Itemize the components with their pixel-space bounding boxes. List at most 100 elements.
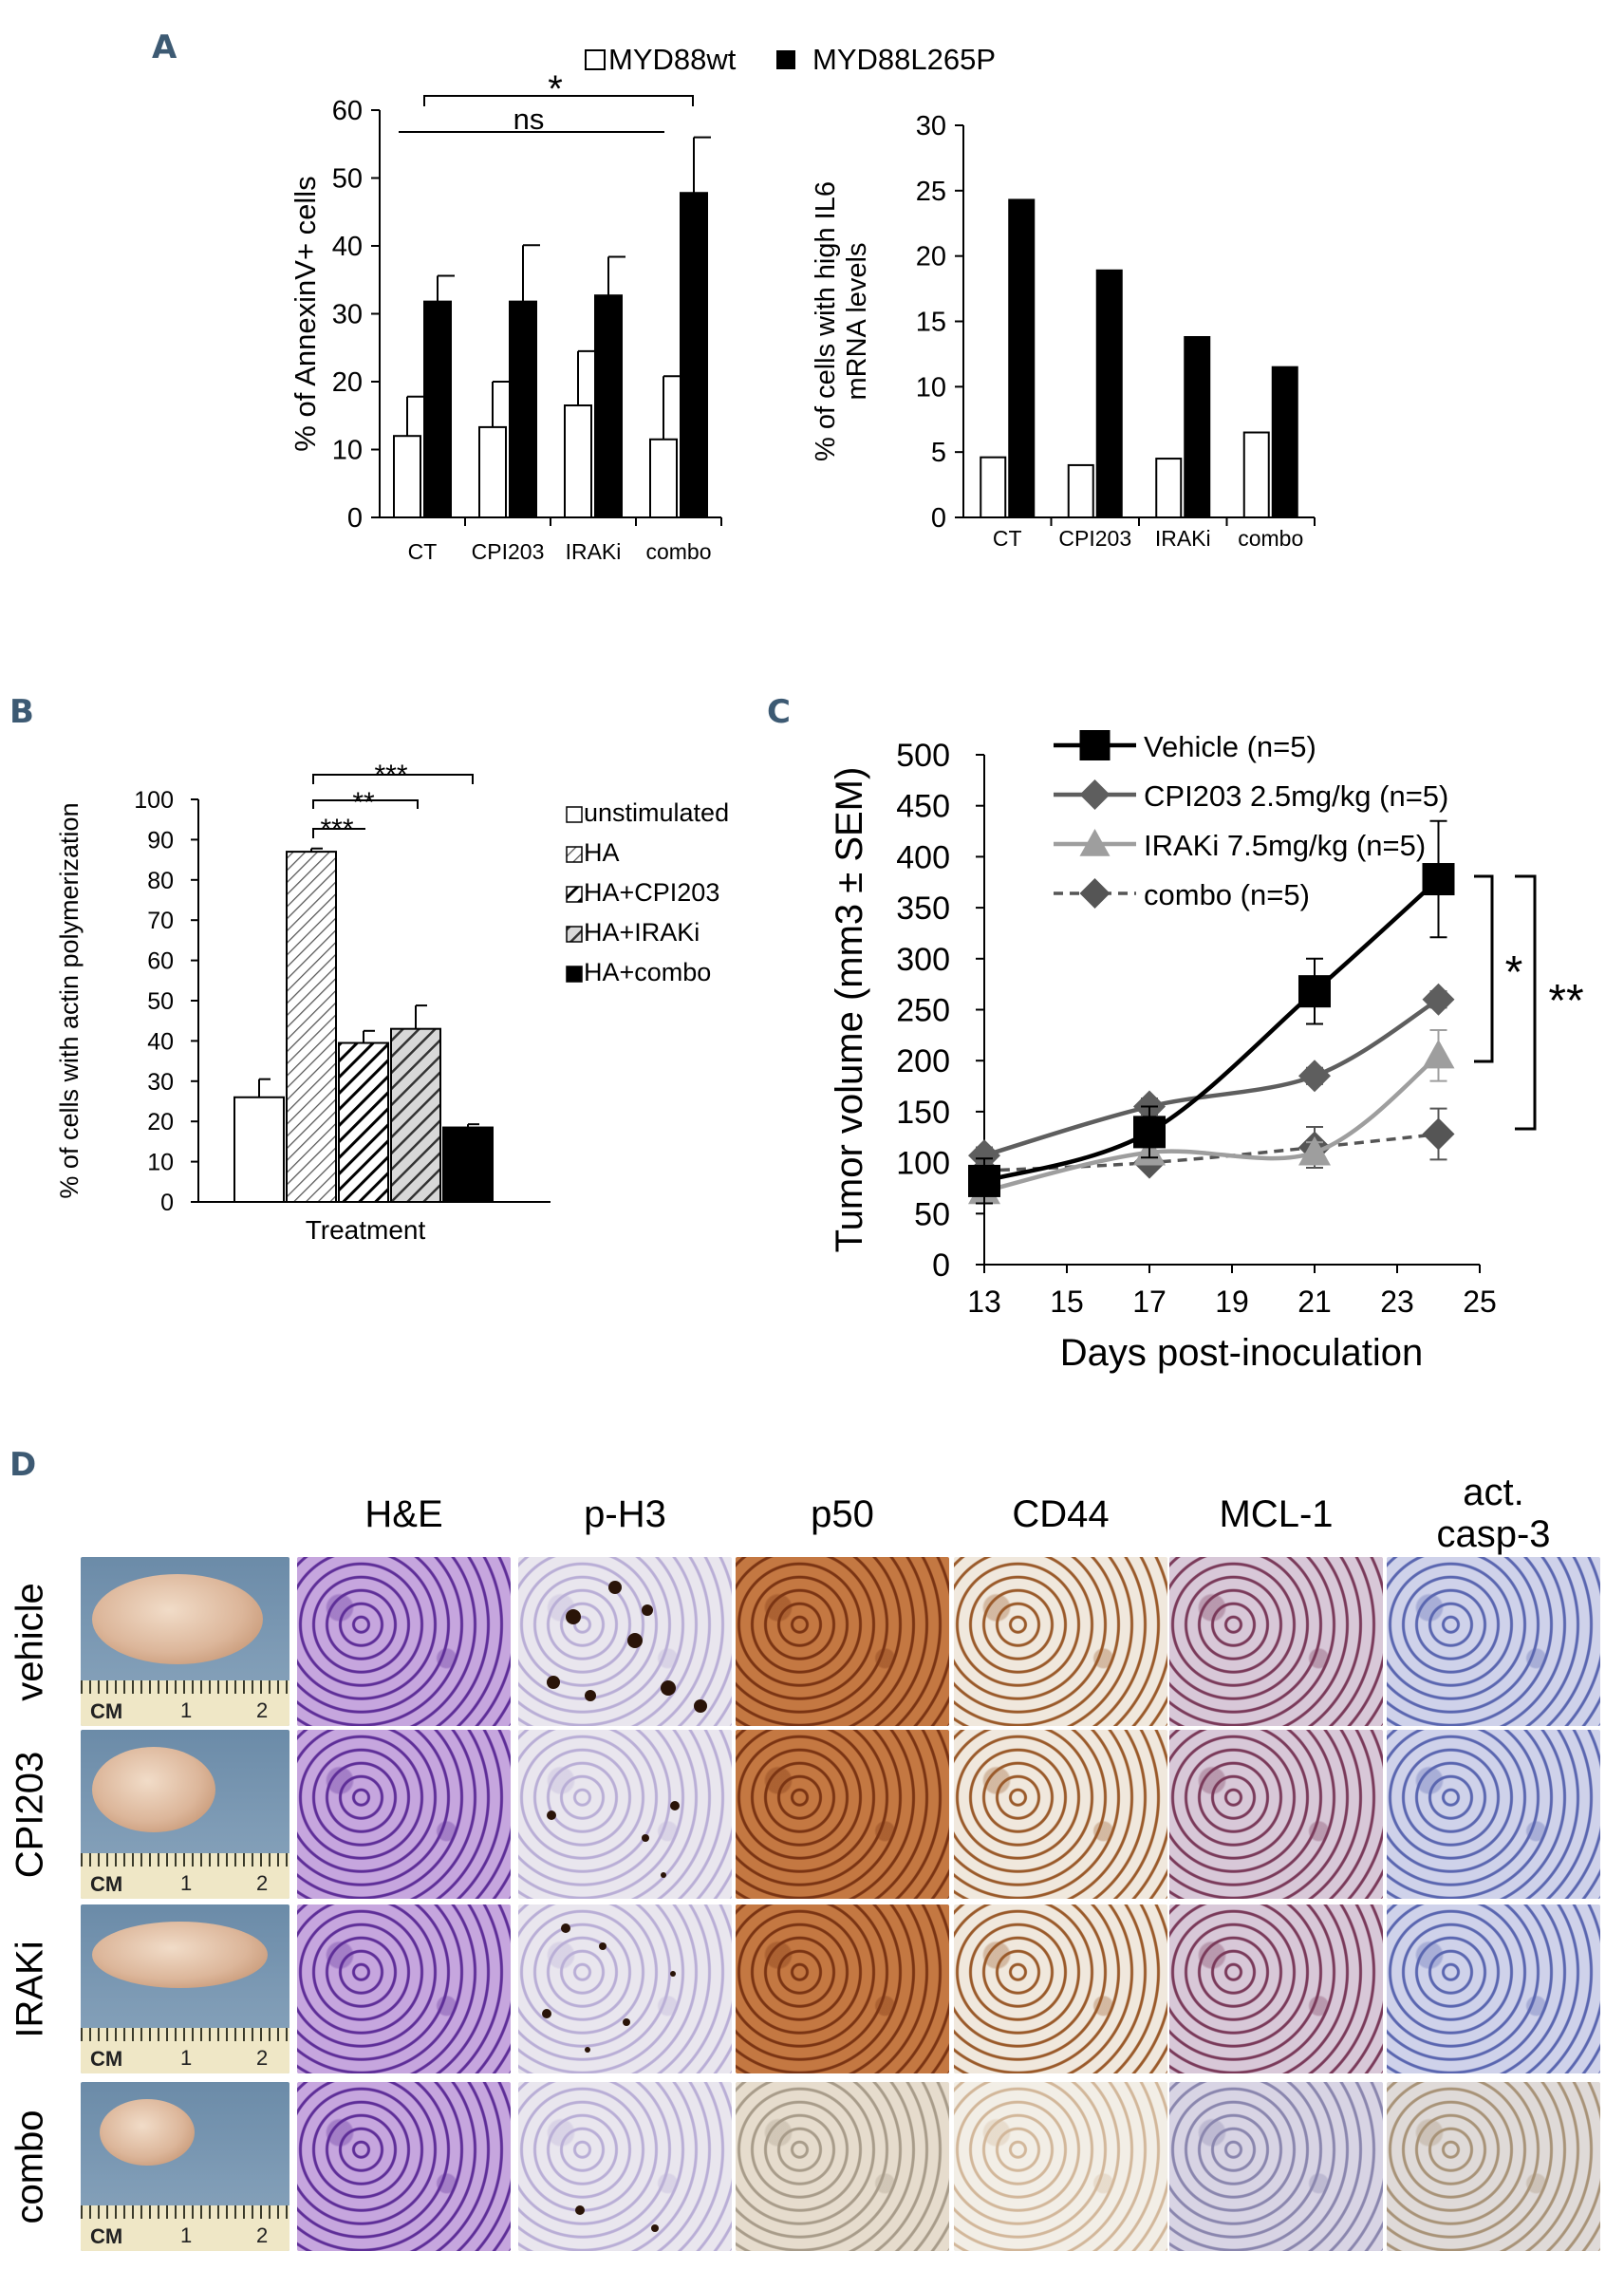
y-tick-label: 60 [332, 96, 363, 126]
bar [1242, 431, 1270, 518]
ruler-mark-label: 1 [180, 1871, 193, 1895]
series-line [983, 1054, 1440, 1193]
ruler [81, 2205, 289, 2251]
ruler [81, 1680, 289, 1726]
bar [393, 435, 421, 519]
bar [390, 1027, 441, 1203]
marker-diamond [968, 1139, 1000, 1173]
legend-swatch [566, 926, 583, 943]
ihc-image [297, 1904, 511, 2073]
series-line [983, 877, 1441, 1184]
ihc-image [518, 1904, 732, 2073]
tumor-photo: CM 1 2 [81, 1904, 289, 2073]
legend-label-mut: MYD88L265P [812, 43, 996, 76]
ruler [81, 1853, 289, 1899]
ruler-mark-label: 2 [256, 2223, 269, 2247]
bar [338, 1041, 389, 1203]
ihc-image [518, 1730, 732, 1899]
annotation-star: * [548, 68, 563, 110]
y-tick-label: 20 [916, 242, 946, 272]
marker-diamond [1422, 983, 1455, 1016]
legend-label-wt: MYD88wt [608, 43, 737, 76]
bracket [1515, 874, 1537, 1131]
series-0 [968, 819, 1455, 1205]
bracket [312, 799, 419, 809]
stained-nucleus [608, 1581, 622, 1594]
y-tick-label: 50 [147, 988, 174, 1015]
panel-letter-a: A [152, 28, 177, 66]
stained-nucleus [642, 1604, 653, 1616]
y-tick-label: 30 [147, 1069, 174, 1096]
annotation: *** [320, 814, 353, 845]
bar [594, 294, 623, 518]
marker-diamond [1079, 779, 1111, 810]
annotation: *** [374, 760, 407, 791]
ruler-unit-label: CM [90, 2224, 123, 2248]
tumor-specimen [100, 2099, 195, 2166]
stained-nucleus [599, 1942, 607, 1950]
legend-label: IRAKi 7.5mg/kg (n=5) [1144, 829, 1426, 862]
ruler-unit-label: CM [90, 2047, 123, 2071]
bar [680, 192, 708, 518]
bracket [1474, 874, 1494, 1063]
series-2 [968, 1028, 1455, 1205]
x-tick-label: CPI203 [472, 539, 545, 564]
stained-nucleus [694, 1699, 707, 1713]
annotation: * [1505, 947, 1523, 998]
y-tick-label: 50 [332, 164, 363, 195]
bar [233, 1096, 285, 1204]
legend-swatch-mut [776, 50, 795, 69]
y-tick-label: 500 [896, 738, 950, 774]
ruler-mark-label: 1 [180, 1698, 193, 1722]
stained-nucleus [623, 2018, 630, 2026]
legend-label: combo (n=5) [1144, 878, 1310, 911]
y-tick-label: 300 [896, 942, 950, 978]
y-tick-label: 250 [896, 993, 950, 1029]
y-tick-label: 20 [147, 1109, 174, 1135]
row-label: vehicle [9, 1583, 51, 1701]
ruler-mark-label: 2 [256, 1871, 269, 1895]
legend-label: HA+IRAKi [584, 918, 700, 947]
stained-nucleus [547, 1676, 560, 1689]
y-tick-label: 20 [332, 367, 363, 398]
ihc-image [1169, 1904, 1383, 2073]
y-tick-label: 30 [332, 300, 363, 330]
x-tick-label: CT [993, 526, 1022, 551]
column-label: H&E [364, 1493, 443, 1535]
x-tick-label: CT [408, 539, 438, 564]
legend-label: HA+CPI203 [584, 878, 719, 907]
ihc-image [1387, 1730, 1600, 1899]
tumor-photo: CM 1 2 [81, 1730, 289, 1899]
y-tick-label: 200 [896, 1043, 950, 1079]
legend-swatch-wt [585, 49, 606, 70]
x-tick-label: 23 [1380, 1285, 1414, 1319]
marker-diamond [1079, 878, 1111, 909]
ruler [81, 2028, 289, 2073]
bar [286, 851, 337, 1203]
legend: MYD88wt [585, 43, 795, 76]
x-tick-label: 13 [967, 1285, 1001, 1319]
row-label: CPI203 [9, 1751, 51, 1879]
stained-nucleus [585, 1690, 596, 1701]
column-label: act. casp-3 [1436, 1472, 1551, 1555]
x-tick-label: 19 [1215, 1285, 1249, 1319]
y-tick-label: 350 [896, 891, 950, 927]
stained-nucleus [627, 1633, 643, 1648]
ihc-image [518, 2082, 732, 2251]
legend-label: CPI203 2.5mg/kg (n=5) [1144, 779, 1448, 813]
legend-swatch [566, 806, 583, 823]
y-tick-label: 450 [896, 789, 950, 825]
legend-label: unstimulated [584, 798, 729, 827]
y-tick-label: 40 [147, 1028, 174, 1055]
column-label: MCL-1 [1219, 1493, 1334, 1535]
panel-letter-d: D [9, 1446, 37, 1484]
bar [478, 425, 507, 518]
tumor-photo: CM 1 2 [81, 1557, 289, 1726]
bracket [312, 774, 474, 784]
annotation: ** [352, 787, 375, 818]
y-tick-label: 5 [931, 438, 946, 468]
y-tick-label: 60 [147, 948, 174, 975]
x-tick-label: 21 [1297, 1285, 1332, 1319]
ruler-mark-label: 2 [256, 1698, 269, 1722]
marker-triangle [1298, 1135, 1331, 1166]
